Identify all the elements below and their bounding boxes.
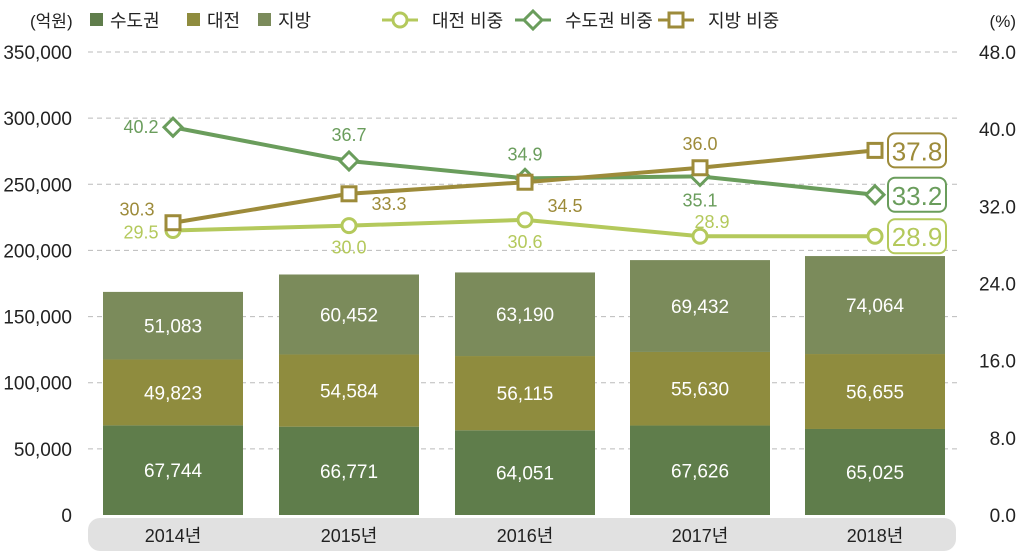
legend-marker-diamond-icon	[521, 8, 545, 32]
legend-marker-circle-icon	[391, 11, 409, 29]
point-label: 36.7	[331, 125, 366, 145]
legend-swatch	[258, 13, 271, 26]
point-label: 29.5	[123, 222, 158, 242]
bar-label: 55,630	[671, 380, 729, 401]
bar-label: 69,432	[671, 297, 729, 318]
legend-label: 지방 비중	[708, 11, 779, 31]
point-marker	[340, 185, 358, 203]
bar-수도권	[630, 425, 770, 515]
y-left-tick: 100,000	[3, 374, 72, 395]
bar-label: 56,115	[497, 384, 554, 405]
legend-label: 대전 비중	[432, 11, 503, 31]
bar-label: 64,051	[496, 464, 554, 485]
point-label: 35.1	[682, 190, 717, 210]
bar-지방	[805, 256, 945, 355]
point-marker	[866, 141, 884, 159]
legend-swatch	[187, 13, 200, 26]
bar-label: 67,626	[671, 461, 729, 482]
point-marker	[866, 227, 884, 245]
legend-label: 지방	[278, 11, 311, 31]
y-left-tick: 250,000	[3, 175, 72, 196]
point-marker	[516, 211, 534, 229]
bar-수도권	[279, 426, 419, 515]
bar-지방	[630, 260, 770, 352]
y-right-tick: 40.0	[979, 120, 1016, 141]
point-marker	[337, 149, 361, 173]
end-label: 28.9	[892, 222, 943, 252]
point-marker	[161, 116, 185, 139]
y-left-unit: (억원)	[30, 12, 73, 31]
bar-지방	[455, 272, 595, 357]
bar-label: 66,771	[320, 462, 378, 483]
bar-수도권	[805, 428, 945, 515]
end-label: 37.8	[892, 136, 943, 166]
bar-label: 56,655	[846, 383, 904, 404]
x-tick-label: 2017년	[672, 526, 729, 546]
y-left-tick: 200,000	[3, 241, 72, 262]
y-left-tick: 350,000	[3, 43, 72, 64]
point-label: 33.3	[371, 194, 406, 214]
x-tick-label: 2018년	[847, 526, 904, 546]
bar-대전	[279, 354, 419, 427]
legend-swatch	[90, 13, 103, 26]
end-label-box	[887, 218, 947, 255]
point-label: 30.0	[331, 238, 366, 258]
point-label: 34.9	[507, 144, 542, 164]
point-marker	[164, 214, 182, 232]
y-right-tick: 48.0	[979, 43, 1016, 64]
point-label: 36.0	[682, 134, 717, 154]
point-marker	[691, 159, 709, 177]
point-label: 30.6	[507, 232, 542, 252]
y-right-tick: 24.0	[979, 275, 1016, 296]
x-tick-label: 2016년	[497, 526, 554, 546]
y-right-tick: 0.0	[990, 506, 1016, 527]
bar-대전	[630, 351, 770, 426]
bar-label: 49,823	[144, 383, 202, 404]
bar-수도권	[455, 430, 595, 515]
y-right-tick: 32.0	[979, 197, 1016, 218]
y-right-unit: (%)	[990, 12, 1016, 31]
bar-수도권	[103, 425, 243, 515]
point-label: 28.9	[694, 212, 729, 232]
point-marker	[340, 217, 358, 235]
bar-지방	[103, 291, 243, 360]
y-left-tick: 300,000	[3, 109, 72, 130]
y-left-tick: 150,000	[3, 308, 72, 329]
bar-label: 67,744	[144, 461, 203, 482]
point-marker	[691, 227, 709, 245]
point-label: 34.5	[547, 196, 582, 216]
end-label: 33.2	[892, 181, 943, 211]
x-axis-band	[88, 518, 956, 551]
bar-대전	[805, 354, 945, 429]
x-tick-label: 2014년	[145, 526, 202, 546]
bar-label: 60,452	[320, 305, 378, 326]
bar-대전	[103, 359, 243, 426]
point-label: 30.3	[119, 200, 154, 220]
bar-label: 54,584	[320, 382, 379, 403]
y-left-tick: 50,000	[14, 440, 72, 461]
end-label-box	[887, 132, 947, 169]
legend-label: 수도권	[110, 11, 160, 31]
bar-label: 74,064	[846, 296, 905, 317]
bar-label: 65,025	[846, 463, 904, 484]
legend-label: 수도권 비중	[565, 11, 653, 31]
end-label-box	[887, 176, 947, 213]
bar-label: 51,083	[144, 317, 202, 338]
point-label: 40.2	[123, 117, 158, 137]
bar-label: 63,190	[496, 305, 554, 326]
y-left-tick: 0	[61, 506, 72, 527]
y-right-tick: 16.0	[979, 352, 1016, 373]
legend-marker-square-icon	[667, 11, 685, 29]
x-tick-label: 2015년	[321, 526, 378, 546]
point-marker	[516, 173, 534, 191]
y-right-tick: 8.0	[990, 429, 1016, 450]
point-marker	[863, 183, 887, 206]
bar-지방	[279, 274, 419, 355]
bar-대전	[455, 356, 595, 431]
legend-label: 대전	[207, 11, 240, 31]
